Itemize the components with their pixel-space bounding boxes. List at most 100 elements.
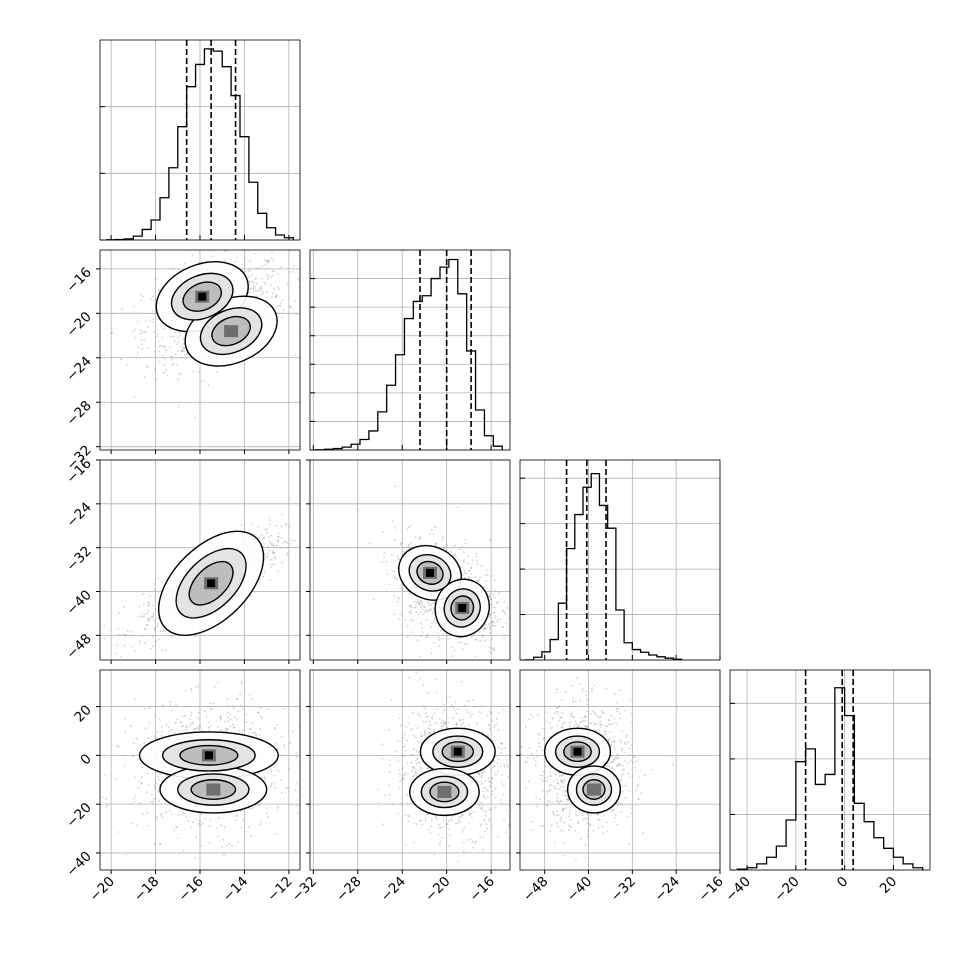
hist-3-frame (729, 669, 931, 871)
pair-1-3-point (461, 831, 464, 833)
pair-1-2-point (423, 605, 426, 608)
pair-1-3-point (471, 816, 473, 819)
pair-1-2-point (393, 577, 396, 580)
pair-1-3-point (468, 822, 471, 825)
pair-0-3-point (272, 783, 275, 785)
pair-1-2-point (434, 543, 437, 546)
pair-0-2-point (286, 553, 289, 556)
pair-0-3-point (133, 797, 135, 800)
pair-1-2-point (493, 612, 495, 614)
pair-0-3-point (155, 797, 158, 800)
pair-2-3-point (517, 764, 519, 766)
pair-0-3-point (295, 752, 297, 755)
pair-1-3-point (512, 818, 514, 820)
pair-0-1-point (150, 298, 152, 301)
pair-2-3-point (591, 721, 593, 724)
pair-0-2-point (304, 512, 306, 514)
pair-2-3-point (545, 765, 547, 768)
pair-0-3-point (276, 723, 279, 726)
pair-0-3-point (267, 708, 269, 710)
pair-1-3-point (444, 722, 446, 724)
pair-0-3-point (130, 725, 132, 728)
pair-1-3-point (422, 684, 425, 687)
pair-0-1-point (174, 353, 177, 356)
pair-1-2-point (438, 645, 440, 648)
pair-1-3-point (479, 807, 482, 809)
pair-0-3-point (223, 854, 225, 857)
pair-0-1-point (164, 346, 166, 349)
pair-2-3-point (528, 780, 530, 783)
pair-2-3-point (572, 700, 574, 703)
pair-1-3-point (485, 823, 488, 825)
pair-0-3-point (215, 827, 218, 830)
pair-0-1-point (266, 290, 268, 293)
pair-0-2-content (103, 512, 306, 658)
pair-1-2-point (511, 588, 513, 590)
pair-1-3-point (438, 718, 441, 720)
pair-2-3-point (629, 699, 631, 702)
pair-1-2-point (463, 643, 466, 646)
pair-1-2-point (417, 613, 420, 616)
pair-1-3-point (402, 737, 405, 739)
pair-1-3-point (436, 818, 438, 820)
hist-2-steps (524, 472, 683, 661)
pair-0-1-point (248, 291, 251, 294)
pair-0-1-point (272, 260, 275, 262)
pair-0-2-point (278, 532, 280, 534)
pair-1-3-point (442, 703, 445, 706)
pair-0-1-point (134, 328, 137, 331)
pair-1-2-point (474, 655, 477, 658)
pair-0-2-point (280, 547, 282, 549)
pair-0-2-point (156, 623, 159, 625)
pair-1-2-point (464, 542, 467, 544)
pair-1-2-point (485, 580, 488, 582)
pair-0-3-point (138, 802, 141, 805)
hist-0-steps (106, 48, 294, 241)
pair-1-3-point (523, 723, 525, 725)
pair-2-3-point (545, 779, 548, 782)
pair-1-3-point (439, 827, 442, 829)
pair-0-3-point (181, 814, 184, 817)
pair-0-1-point (279, 266, 282, 268)
pair-0-3-point (106, 804, 109, 807)
pair-0-1-point (162, 371, 165, 374)
pair-1-3-point (408, 815, 410, 818)
pair-1-3-point (412, 766, 415, 768)
pair-0-3-point (231, 845, 234, 847)
pair-1-2-point (436, 632, 439, 634)
pair-1-3-point (405, 749, 408, 752)
pair-1-2-point (484, 627, 487, 630)
pair-0-3-point (200, 844, 203, 847)
pair-1-3-point (490, 777, 493, 779)
pair-0-3-point (105, 805, 108, 808)
pair-2-3-point (596, 715, 599, 718)
pair-0-2-point (277, 535, 280, 538)
pair-1-3-point (447, 845, 450, 847)
pair-0-1-point (160, 345, 163, 347)
pair-0-1-point (247, 275, 250, 278)
pair-0-3-point (249, 728, 252, 730)
pair-1-2-point (407, 544, 410, 546)
pair-1-3-point (477, 773, 480, 776)
pair-0-2-point (270, 543, 273, 545)
pair-1-3-point (505, 763, 508, 766)
pair-1-2-point (488, 595, 491, 598)
pair-0-3-point (261, 776, 263, 779)
pair-0-3-point (285, 787, 288, 790)
pair-1-3-point (415, 762, 418, 765)
pair-1-3-point (516, 795, 518, 797)
pair-0-3-point (145, 791, 148, 794)
pair-1-3-point (462, 841, 465, 844)
pair-1-3-point (399, 780, 401, 783)
pair-1-3-point (490, 712, 492, 715)
pair-1-3-point (443, 723, 445, 726)
pair-0-3-point (233, 726, 236, 729)
pair-0-2-point (119, 655, 122, 658)
pair-1-2-point (479, 576, 482, 578)
pair-1-3-point (384, 794, 386, 796)
pair-1-2-point (483, 626, 486, 629)
pair-1-3-point (523, 712, 525, 714)
pair-0-2-point (138, 605, 141, 608)
pair-0-2-point (153, 628, 156, 631)
pair-2-3-point (584, 725, 586, 727)
